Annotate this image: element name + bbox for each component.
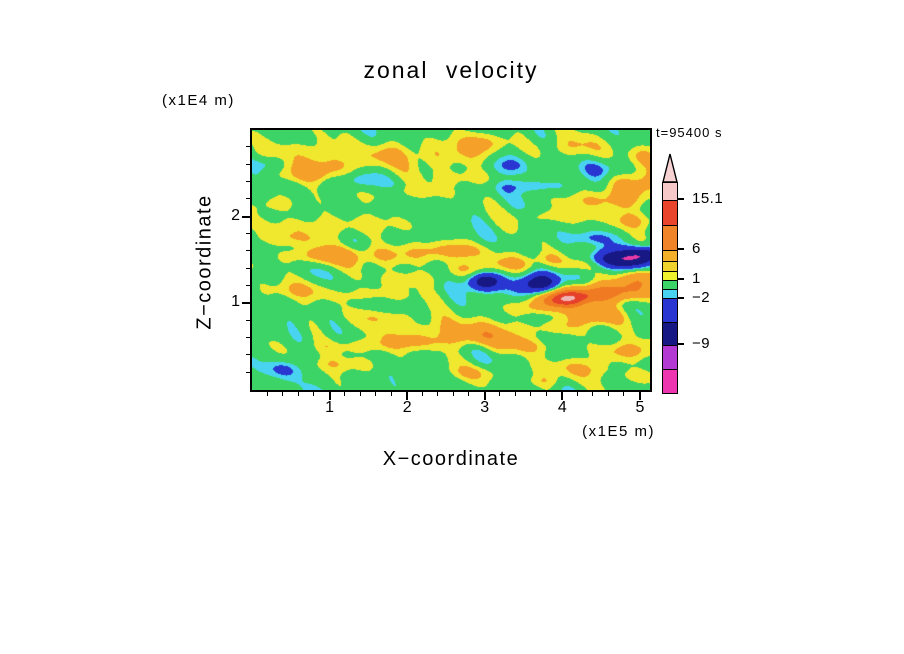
y-axis-minor-tick bbox=[246, 371, 250, 373]
time-label: t=95400 s bbox=[656, 125, 723, 140]
x-axis-minor-tick bbox=[282, 392, 284, 396]
y-axis-minor-tick bbox=[246, 198, 250, 200]
colorbar-segment bbox=[663, 224, 677, 251]
x-axis-major-tick bbox=[638, 392, 641, 400]
x-tick-label: 4 bbox=[557, 399, 567, 416]
y-tick-label: 1 bbox=[231, 293, 240, 311]
y-axis-minor-tick bbox=[246, 250, 250, 252]
plot-frame bbox=[250, 128, 652, 392]
colorbar-label: −2 bbox=[692, 288, 711, 306]
x-axis-major-tick bbox=[561, 392, 564, 400]
x-axis-minor-tick bbox=[297, 392, 299, 396]
colorbar-segment bbox=[663, 279, 677, 289]
colorbar-label: 6 bbox=[692, 240, 701, 258]
x-axis-minor-tick bbox=[623, 392, 625, 396]
y-axis-minor-tick bbox=[246, 319, 250, 321]
colorbar-label: −9 bbox=[692, 334, 711, 352]
colorbar-label: 1 bbox=[692, 269, 701, 287]
y-tick-label: 2 bbox=[231, 206, 240, 224]
colorbar-label: 15.1 bbox=[692, 189, 724, 207]
x-axis-minor-tick bbox=[437, 392, 439, 396]
x-axis-minor-tick bbox=[313, 392, 315, 396]
y-axis-minor-tick bbox=[246, 146, 250, 148]
y-axis-major-tick bbox=[242, 302, 250, 305]
x-axis-minor-tick bbox=[530, 392, 532, 396]
x-axis-unit-label: (x1E5 m) bbox=[582, 423, 655, 440]
heatmap-canvas bbox=[252, 130, 650, 390]
x-axis-minor-tick bbox=[452, 392, 454, 396]
x-axis-minor-tick bbox=[375, 392, 377, 396]
y-axis-minor-tick bbox=[246, 267, 250, 269]
y-axis-minor-tick bbox=[246, 233, 250, 234]
colorbar-tip-icon bbox=[662, 153, 678, 183]
x-axis-major-tick bbox=[406, 392, 409, 400]
x-axis-minor-tick bbox=[499, 392, 501, 396]
x-axis-minor-tick bbox=[545, 392, 547, 396]
colorbar bbox=[662, 182, 678, 394]
x-tick-label: 2 bbox=[402, 399, 412, 416]
y-axis-minor-tick bbox=[246, 285, 250, 286]
y-axis-minor-tick bbox=[246, 181, 250, 182]
colorbar-tick bbox=[678, 296, 684, 299]
colorbar-segment bbox=[663, 260, 677, 272]
y-axis-unit-label: (x1E4 m) bbox=[162, 92, 235, 109]
colorbar-segment bbox=[663, 271, 677, 280]
x-axis-title: X−coordinate bbox=[382, 448, 520, 470]
y-axis-minor-tick bbox=[246, 163, 250, 165]
colorbar-tick bbox=[678, 197, 684, 200]
colorbar-segment bbox=[663, 289, 677, 299]
x-axis-minor-tick bbox=[266, 392, 268, 396]
y-axis-minor-tick bbox=[246, 337, 250, 338]
x-axis-minor-tick bbox=[344, 392, 346, 396]
x-axis-minor-tick bbox=[592, 392, 594, 396]
colorbar-segment bbox=[663, 183, 677, 200]
x-tick-label: 3 bbox=[480, 399, 490, 416]
y-axis-major-tick bbox=[242, 215, 250, 218]
x-axis-minor-tick bbox=[468, 392, 470, 396]
x-axis-major-tick bbox=[483, 392, 486, 400]
colorbar-segment bbox=[663, 199, 677, 225]
x-axis-minor-tick bbox=[421, 392, 423, 396]
colorbar-segment bbox=[663, 321, 677, 345]
x-tick-label: 1 bbox=[325, 399, 335, 416]
x-axis-minor-tick bbox=[514, 392, 516, 396]
x-axis-minor-tick bbox=[607, 392, 609, 396]
y-axis-minor-tick bbox=[246, 354, 250, 356]
colorbar-segment bbox=[663, 298, 677, 322]
x-axis-minor-tick bbox=[576, 392, 578, 396]
colorbar-segment bbox=[663, 368, 677, 393]
x-axis-major-tick bbox=[328, 392, 331, 400]
colorbar-tick bbox=[678, 277, 684, 280]
colorbar-tick bbox=[678, 342, 684, 345]
chart-title: zonal velocity bbox=[363, 57, 539, 83]
colorbar-tick bbox=[678, 248, 684, 251]
x-tick-label: 5 bbox=[635, 399, 645, 416]
x-axis-minor-tick bbox=[359, 392, 361, 396]
x-axis-minor-tick bbox=[390, 392, 392, 396]
colorbar-segment bbox=[663, 250, 677, 261]
colorbar-segment bbox=[663, 344, 677, 369]
